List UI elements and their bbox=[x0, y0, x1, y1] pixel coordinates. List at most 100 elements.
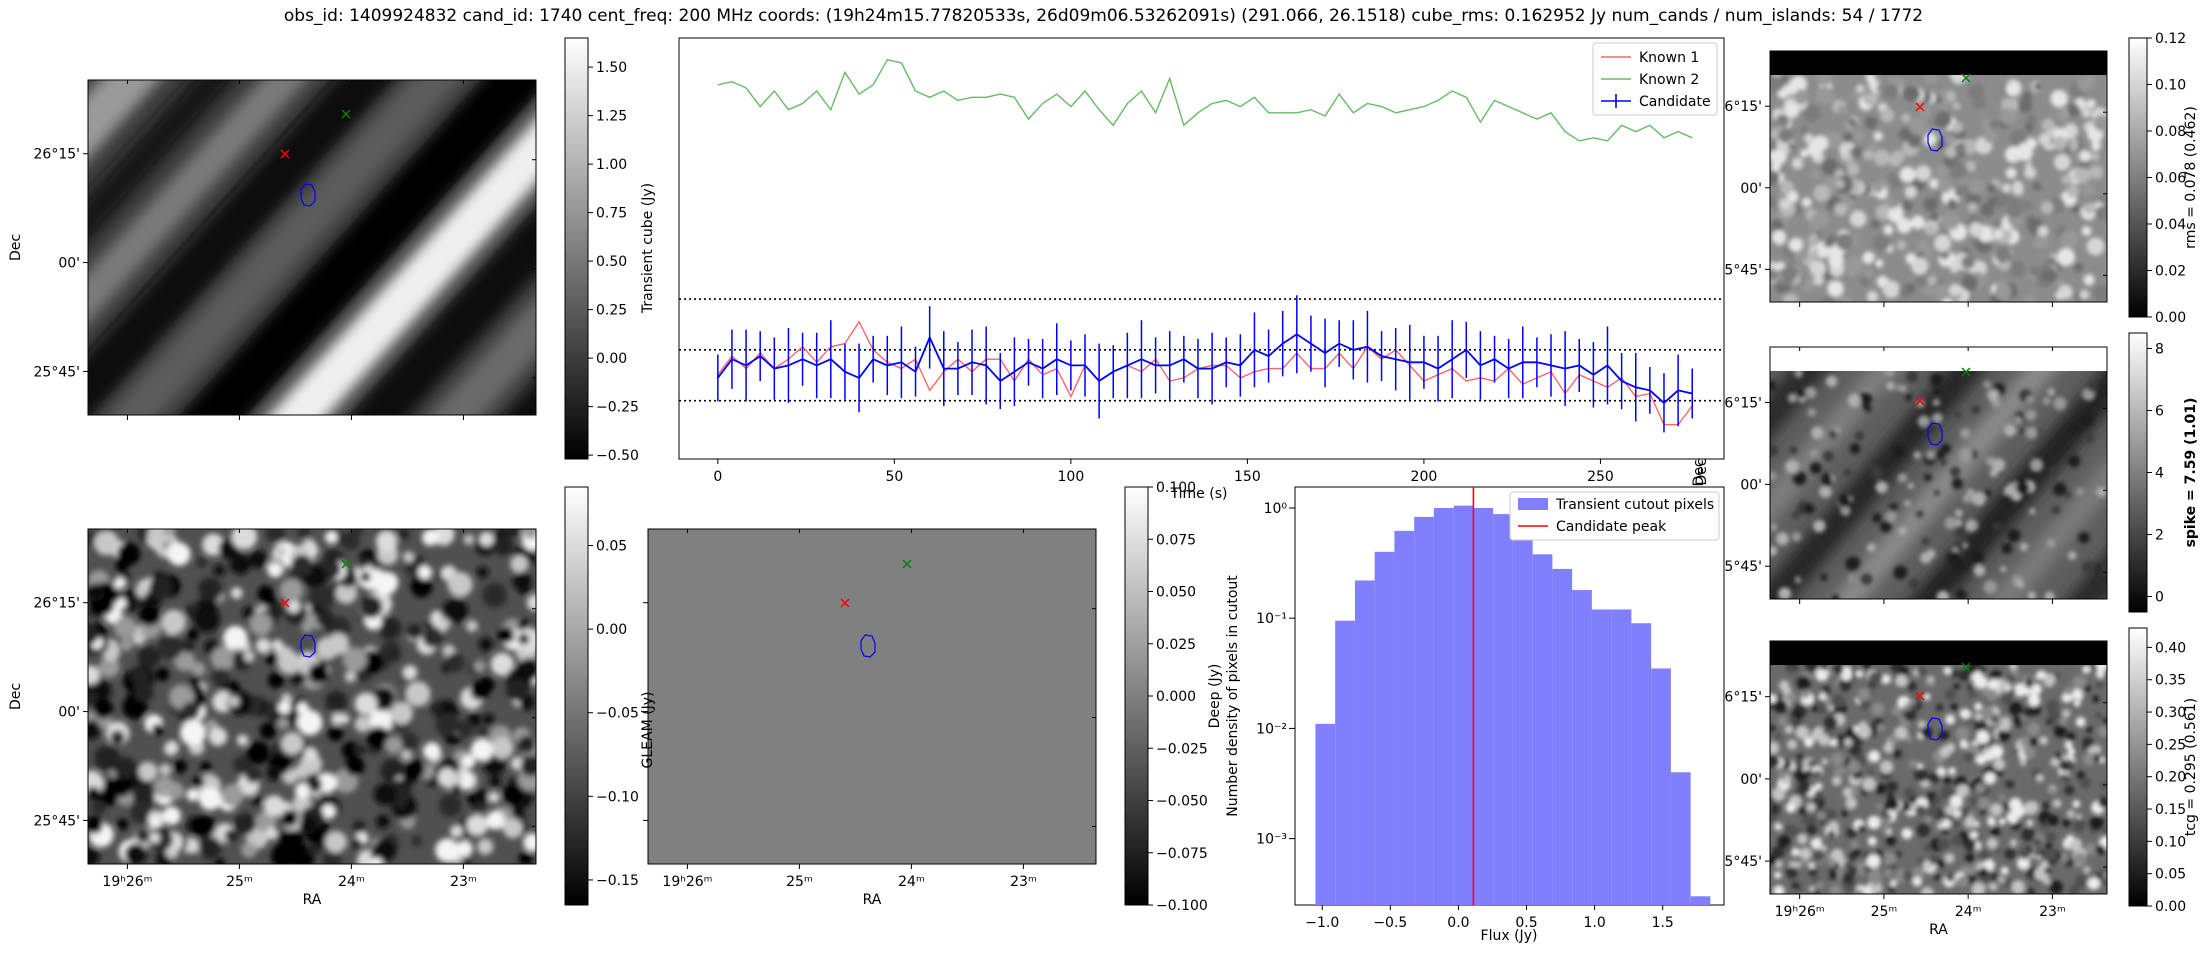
histogram-x-tick-label: 1.0 bbox=[1583, 915, 1605, 931]
deep-ra-label: RA bbox=[303, 892, 322, 908]
gleam-colorbar-tick-label: −0.100 bbox=[1156, 898, 1208, 914]
rms-colorbar-tick-label: 0.04 bbox=[2155, 217, 2186, 233]
spike-colorbar-tick-label: 2 bbox=[2155, 528, 2164, 544]
tcg-colorbar-tick-label: 0.05 bbox=[2155, 867, 2186, 883]
gleam-ra-label: RA bbox=[863, 892, 882, 908]
histogram-ylabel: Number density of pixels in cutout bbox=[1225, 575, 1241, 817]
gleam-colorbar-tick-label: −0.075 bbox=[1156, 846, 1208, 862]
spike-dec-tick-label: 00' bbox=[1740, 477, 1762, 493]
lightcurve-x-tick-label: 200 bbox=[1411, 469, 1438, 485]
histogram-y-tick-label: 10⁰ bbox=[1264, 501, 1288, 517]
histogram-bar bbox=[1651, 668, 1671, 905]
transient-colorbar-tick-label: 1.25 bbox=[596, 109, 627, 125]
gleam-image-panel bbox=[647, 528, 1097, 865]
deep-ra-tick-label: 19ʰ26ᵐ bbox=[102, 874, 152, 890]
transient-colorbar-tick-label: 0.00 bbox=[596, 351, 627, 367]
lightcurve-x-tick-label: 150 bbox=[1234, 469, 1261, 485]
spike-red-marker bbox=[1915, 396, 1925, 406]
gleam-ra-tick-label: 24ᵐ bbox=[898, 874, 925, 890]
legend-swatch bbox=[1518, 498, 1548, 510]
gleam-colorbar-tick-label: −0.050 bbox=[1156, 794, 1208, 810]
histogram-bar bbox=[1374, 551, 1395, 905]
lightcurve-panel: 0 50 100 150 200 250 Time (s) Transient cube (J… bbox=[640, 37, 1725, 502]
gleam-candidate-contour bbox=[860, 634, 876, 658]
tcg-dec-tick-label: 25°45' bbox=[1716, 854, 1762, 870]
histogram-x-tick-label: −0.5 bbox=[1373, 915, 1407, 931]
rms-colorbar-tick-label: 0.12 bbox=[2155, 31, 2186, 47]
lightcurve-series-candidate bbox=[717, 333, 1693, 405]
lightcurve-x-tick-label: 0 bbox=[713, 469, 722, 485]
histogram-bar bbox=[1315, 723, 1336, 905]
legend-entry: Transient cutout pixels bbox=[1555, 497, 1714, 513]
gleam-red-marker bbox=[840, 598, 850, 608]
tcg-ra-label: RA bbox=[1929, 922, 1948, 938]
lightcurve-xlabel: Time (s) bbox=[1170, 486, 1228, 502]
deep-colorbar-tick-label: −0.10 bbox=[596, 789, 639, 805]
tcg-colorbar-tick-label: 0.30 bbox=[2155, 705, 2186, 721]
histogram-y-tick-label: 10⁻¹ bbox=[1256, 611, 1287, 627]
rms-colorbar-tick-label: 0.00 bbox=[2155, 310, 2186, 326]
spike-colorbar-tick-label: 8 bbox=[2155, 342, 2164, 358]
histogram-y-tick-label: 10⁻³ bbox=[1256, 832, 1287, 848]
rms-image bbox=[1770, 51, 2107, 302]
histogram-bar bbox=[1512, 532, 1533, 905]
tcg-colorbar-tick-label: 0.10 bbox=[2155, 834, 2186, 850]
tcg-colorbar-tick-label: 0.15 bbox=[2155, 802, 2186, 818]
histogram-xlabel: Flux (Jy) bbox=[1481, 928, 1538, 944]
histogram-bar bbox=[1690, 896, 1711, 905]
gleam-ra-tick-label: 25ᵐ bbox=[786, 874, 813, 890]
transient-dec-tick-label: 00' bbox=[58, 256, 80, 272]
deep-candidate-contour bbox=[300, 634, 316, 658]
spike-dec-label: Dec bbox=[1691, 459, 1707, 486]
rms-candidate-contour bbox=[1927, 128, 1943, 152]
spike-colorbar-label: spike = 7.59 (1.01) bbox=[2183, 398, 2199, 548]
histogram-y-tick-label: 10⁻² bbox=[1256, 721, 1287, 737]
histogram-bar bbox=[1591, 609, 1612, 905]
spike-colorbar-tick-label: 6 bbox=[2155, 404, 2164, 420]
histogram-bar bbox=[1532, 554, 1553, 905]
transient-red-marker bbox=[280, 149, 290, 159]
histogram-panel: −1.0 −0.5 0.0 0.5 1.0 1.5 10⁰ 10⁻¹ 10⁻² 10⁻³ Flux … bbox=[1207, 486, 1725, 944]
tcg-green-marker bbox=[1961, 662, 1971, 672]
legend-entry: Known 2 bbox=[1639, 72, 1699, 88]
gleam-colorbar-tick-label: 0.000 bbox=[1156, 689, 1196, 705]
gleam-ra-tick-label: 23ᵐ bbox=[1010, 874, 1037, 890]
histogram-bar bbox=[1572, 590, 1592, 905]
histogram-bar bbox=[1354, 580, 1375, 905]
legend-entry: Known 1 bbox=[1639, 50, 1699, 66]
deep-dec-tick-label: 00' bbox=[58, 705, 80, 721]
figure-title: obs_id: 1409924832 cand_id: 1740 cent_fr… bbox=[283, 6, 1924, 26]
rms-colorbar bbox=[2128, 37, 2148, 318]
spike-colorbar bbox=[2128, 332, 2148, 613]
tcg-colorbar-tick-label: 0.00 bbox=[2155, 899, 2186, 915]
gleam-colorbar-tick-label: 0.025 bbox=[1156, 637, 1196, 653]
rms-dec-tick-label: 26°15' bbox=[1716, 99, 1762, 115]
tcg-ra-tick-label: 19ʰ26ᵐ bbox=[1775, 904, 1825, 920]
transient-dec-tick-label: 26°15' bbox=[34, 147, 80, 163]
histogram-bar bbox=[1394, 530, 1415, 905]
histogram-bar bbox=[1670, 772, 1691, 905]
transient-green-marker bbox=[341, 109, 351, 119]
transient-colorbar-tick-label: 1.00 bbox=[596, 157, 627, 173]
histogram-bar bbox=[1631, 623, 1652, 905]
gleam-colorbar-tick-label: 0.050 bbox=[1156, 585, 1196, 601]
deep-image-panel bbox=[87, 528, 537, 865]
lightcurve-series-known-1 bbox=[717, 320, 1693, 426]
rms-image-panel bbox=[1769, 50, 2108, 303]
lightcurve-x-tick-label: 100 bbox=[1058, 469, 1085, 485]
legend-entry: Candidate peak bbox=[1556, 519, 1667, 535]
deep-dec-tick-label: 25°45' bbox=[34, 813, 80, 829]
tcg-colorbar-tick-label: 0.20 bbox=[2155, 770, 2186, 786]
deep-red-marker bbox=[280, 598, 290, 608]
deep-colorbar-tick-label: 0.05 bbox=[596, 539, 627, 555]
lightcurve-dec-label: Dec bbox=[1694, 458, 1710, 485]
deep-dec-label: Dec bbox=[8, 683, 24, 710]
gleam-colorbar-tick-label: −0.025 bbox=[1156, 741, 1208, 757]
spike-dec-tick-label: 25°45' bbox=[1716, 559, 1762, 575]
rms-colorbar-tick-label: 0.10 bbox=[2155, 78, 2186, 94]
rms-colorbar-label: rms = 0.078 (0.462) bbox=[2183, 106, 2199, 249]
lightcurve-axes bbox=[678, 37, 1725, 460]
lightcurve-x-tick-label: 50 bbox=[885, 469, 903, 485]
tcg-image-panel bbox=[1769, 640, 2108, 895]
histogram-bar bbox=[1453, 505, 1474, 905]
